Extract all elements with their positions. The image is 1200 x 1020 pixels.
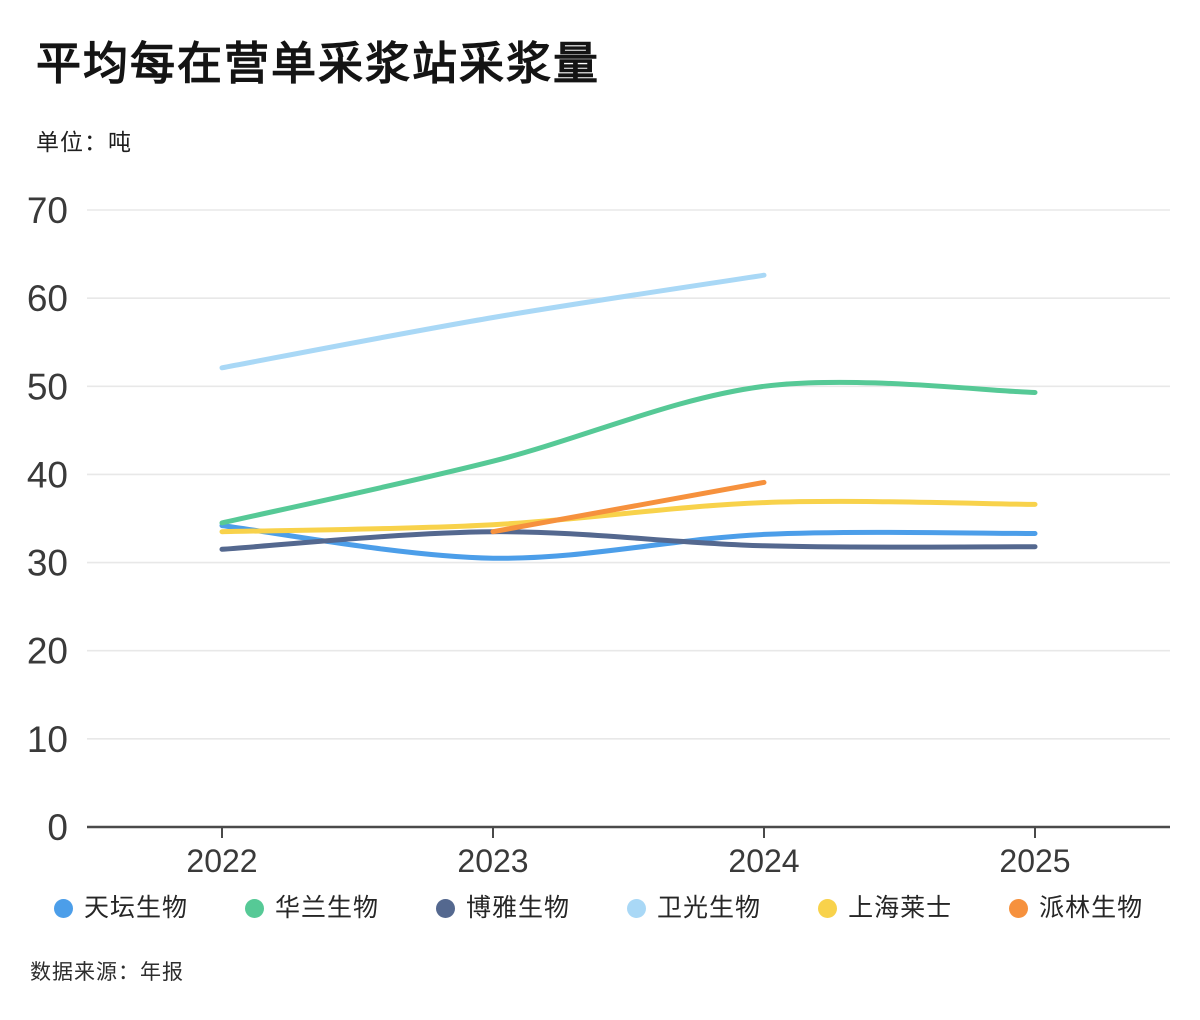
y-tick-label: 50 xyxy=(27,366,68,407)
legend-dot-icon xyxy=(436,899,456,918)
series-line-weiguang xyxy=(219,272,767,371)
legend-item-raas: 上海莱士 xyxy=(818,896,952,921)
chart-legend: 天坛生物 华兰生物 博雅生物 卫光生物 上海莱士 派林生物 xyxy=(54,896,1143,921)
y-tick-label: 70 xyxy=(27,190,68,231)
y-tick-label: 10 xyxy=(27,719,68,760)
y-tick-label: 0 xyxy=(47,807,68,848)
x-tick-label: 2024 xyxy=(728,843,799,879)
series-line-boya xyxy=(219,529,1038,552)
legend-item-pailin: 派林生物 xyxy=(1009,896,1143,921)
y-tick-label: 40 xyxy=(27,454,68,495)
legend-dot-icon xyxy=(245,899,265,918)
chart-title: 平均每在营单采浆站采浆量 xyxy=(36,38,601,89)
legend-label: 天坛生物 xyxy=(84,894,189,922)
legend-dot-icon xyxy=(1009,899,1029,918)
line-chart: 0 10 20 30 40 50 60 70 2022 2023 2024 2025 xyxy=(27,190,1170,879)
y-tick-label: 20 xyxy=(27,631,68,672)
x-tick-label: 2023 xyxy=(457,843,528,879)
series-line-tiantan xyxy=(219,523,1038,561)
legend-label: 派林生物 xyxy=(1039,894,1144,922)
data-source-label: 数据来源：年报 xyxy=(30,961,184,984)
series-line-raas xyxy=(219,498,1038,535)
legend-item-tiantan: 天坛生物 xyxy=(54,896,188,921)
legend-label: 卫光生物 xyxy=(657,894,762,922)
chart-unit-label: 单位：吨 xyxy=(36,129,132,155)
x-tick-label: 2025 xyxy=(999,843,1070,879)
legend-dot-icon xyxy=(818,899,838,918)
series-line-hualan xyxy=(219,379,1038,526)
series-line-pailin xyxy=(490,479,767,535)
legend-label: 上海莱士 xyxy=(848,894,953,922)
legend-dot-icon xyxy=(627,899,647,918)
legend-dot-icon xyxy=(54,899,73,918)
y-tick-label: 60 xyxy=(27,278,68,319)
legend-label: 博雅生物 xyxy=(466,894,571,922)
legend-item-boya: 博雅生物 xyxy=(436,896,570,921)
y-tick-label: 30 xyxy=(27,543,68,584)
legend-label: 华兰生物 xyxy=(275,894,380,922)
x-tick-label: 2022 xyxy=(186,843,257,879)
legend-item-weiguang: 卫光生物 xyxy=(627,896,761,921)
legend-item-hualan: 华兰生物 xyxy=(245,896,379,921)
